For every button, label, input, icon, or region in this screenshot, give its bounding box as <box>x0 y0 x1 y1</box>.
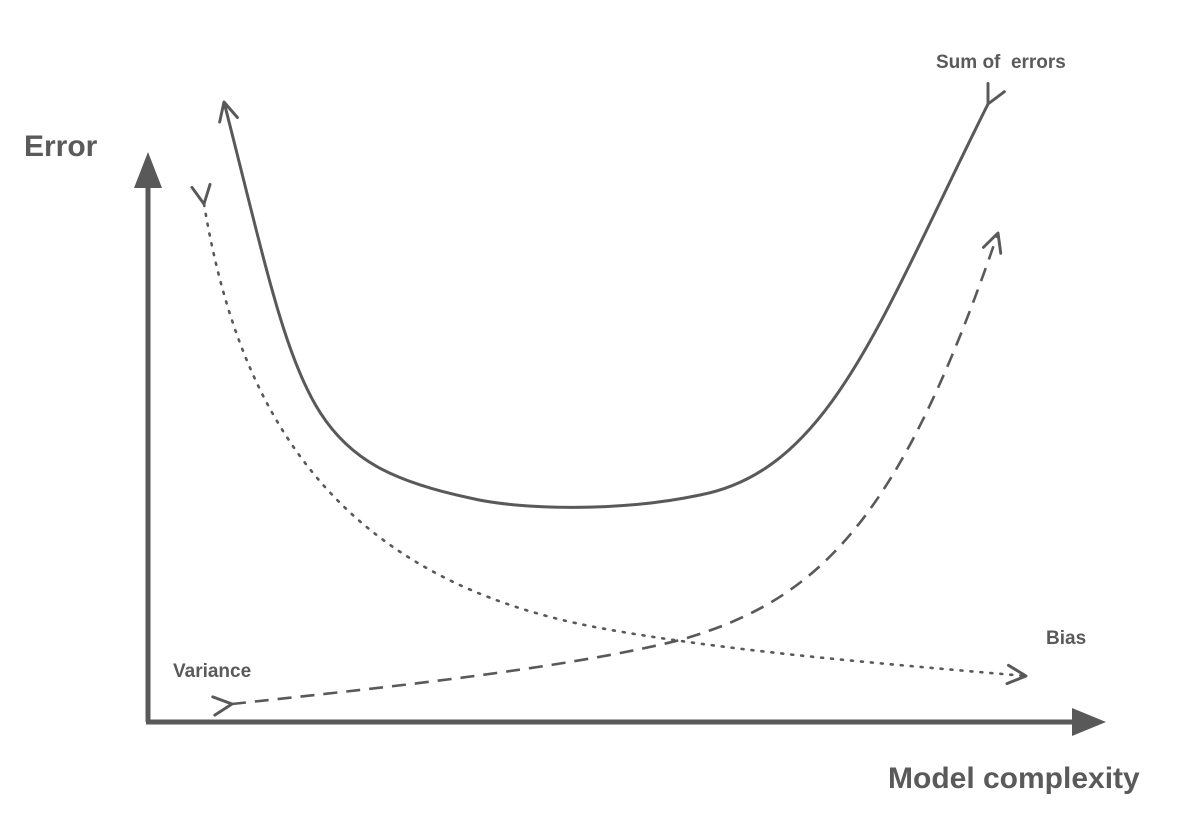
dashed-curve <box>211 231 1003 717</box>
sum-of-errors-label: Sum of errors <box>936 52 1066 73</box>
x-axis-arrowhead <box>1072 708 1106 736</box>
x-axis-label: Model complexity <box>888 762 1140 795</box>
sum-of-errors-curve <box>218 82 1006 509</box>
y-axis-arrowhead <box>134 152 162 188</box>
bias-label: Bias <box>1046 628 1086 649</box>
y-axis-label: Error <box>24 130 98 163</box>
axes <box>134 152 1106 736</box>
variance-label: Variance <box>173 661 251 682</box>
dotted-curve <box>190 182 1028 686</box>
